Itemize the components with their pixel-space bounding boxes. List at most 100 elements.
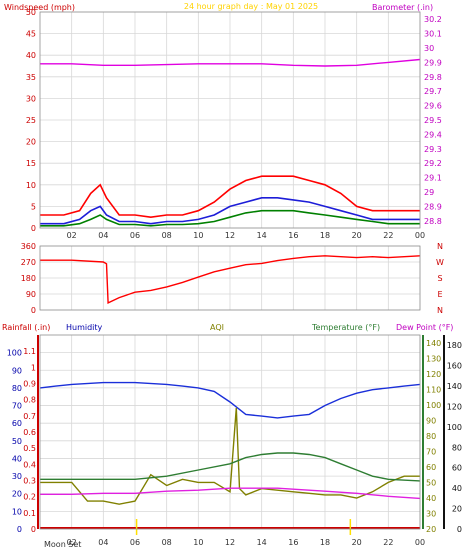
aqi-axis-label: AQI (210, 323, 224, 332)
temperature-axis-label: Temperature (°F) (311, 323, 380, 332)
tick-label: 28.9 (424, 202, 442, 211)
tick-label: 04 (98, 538, 108, 547)
compass-label: N (437, 242, 443, 251)
tick-label: 30 (12, 472, 22, 481)
tick-label: 0.4 (23, 460, 36, 469)
tick-label: 40 (12, 454, 22, 463)
tick-label: 0 (31, 306, 36, 315)
tick-label: 50 (26, 8, 36, 17)
tick-label: 0.1 (23, 509, 36, 518)
aqi-axis: 20 30 40 50 60 70 80 90 100 110 120 130 140 (422, 335, 441, 534)
tick-label: 180 (21, 274, 36, 283)
tick-label: 08 (162, 538, 172, 547)
climate-series (39, 381, 421, 535)
tick-label: 270 (21, 258, 36, 267)
tick-label: 80 (12, 384, 22, 393)
tick-label: 02 (67, 538, 77, 547)
series-line (40, 58, 421, 67)
tick-label: 29.5 (424, 116, 442, 125)
tick-label: 06 (130, 538, 140, 547)
tick-label: 100 (426, 401, 441, 410)
tick-label: 30.1 (424, 30, 442, 39)
tick-label: 20 (12, 490, 22, 499)
tick-label: 30 (426, 509, 436, 518)
tick-label: 70 (426, 447, 436, 456)
tick-label: 180 (447, 341, 462, 350)
tick-label: 0.3 (23, 477, 36, 486)
tick-label: 02 (67, 231, 77, 240)
climate-panel-grid (40, 335, 421, 530)
tick-label: 20 (26, 138, 36, 147)
tick-label: 29.3 (424, 145, 442, 154)
tick-label: 60 (426, 463, 436, 472)
chart-title: 24 hour graph day : May 01 2025 (184, 2, 318, 11)
tick-label: 22 (383, 231, 393, 240)
tick-label: 0.7 (23, 412, 36, 421)
rainfall-axis-label: Rainfall (.in) (2, 323, 50, 332)
series-line (39, 381, 421, 419)
tick-label: 20 (452, 505, 462, 514)
windspeed-axis: 0 5 10 15 20 25 30 35 40 45 50 (26, 8, 36, 233)
compass-label: S (437, 274, 442, 283)
tick-label: 0 (457, 525, 462, 534)
tick-label: 100 (447, 423, 462, 432)
tick-label: 20 (426, 525, 436, 534)
tick-label: 5 (31, 202, 36, 211)
dew-point-axis: 0 20 40 60 80 100 120 140 160 180 (443, 335, 462, 534)
tick-label: 130 (426, 354, 441, 363)
tick-label: 25 (26, 116, 36, 125)
series-line (40, 175, 420, 219)
direction-axis: 0 90 180 270 360 (21, 242, 36, 315)
tick-label: 08 (162, 231, 172, 240)
series-line (40, 407, 420, 505)
wind-series (40, 58, 421, 227)
tick-label: 40 (26, 51, 36, 60)
tick-label: 29 (424, 188, 434, 197)
tick-label: 120 (426, 370, 441, 379)
tick-label: 90 (26, 290, 36, 299)
tick-label: 40 (452, 484, 462, 493)
tick-label: 1 (31, 363, 36, 372)
windspeed-axis-label: Windspeed (mph) (4, 3, 75, 12)
tick-label: 29.7 (424, 87, 442, 96)
direction-panel-frame (39, 245, 421, 311)
tick-label: 04 (98, 231, 108, 240)
tick-label: 40 (426, 494, 436, 503)
tick-label: 100 (7, 349, 22, 358)
tick-label: 16 (288, 231, 298, 240)
wind-time-axis: 02 04 06 08 10 12 14 16 18 20 22 00 (67, 231, 426, 240)
direction-series (40, 255, 421, 304)
tick-label: 45 (26, 30, 36, 39)
tick-label: 18 (320, 538, 330, 547)
tick-label: 00 (415, 231, 425, 240)
tick-label: 50 (426, 478, 436, 487)
tick-label: 10 (26, 181, 36, 190)
tick-label: 0.6 (23, 428, 36, 437)
tick-label: 140 (426, 339, 441, 348)
tick-label: 0.8 (23, 396, 36, 405)
wind-panel-grid (40, 11, 421, 229)
dew-point-axis-label: Dew Point (°F) (396, 323, 453, 332)
tick-label: 29.9 (424, 58, 442, 67)
tick-label: 0.5 (23, 444, 36, 453)
barometer-axis: 28.8 28.9 29 29.1 29.2 29.3 29.4 29.5 29.6 29.7 29… (424, 15, 442, 226)
tick-label: 80 (452, 443, 462, 452)
tick-label: 110 (426, 385, 441, 394)
tick-label: 16 (288, 538, 298, 547)
series-line (40, 209, 420, 227)
tick-label: 120 (447, 402, 462, 411)
series-line (40, 452, 421, 482)
tick-label: 80 (426, 432, 436, 441)
tick-label: 18 (320, 231, 330, 240)
tick-label: 70 (12, 402, 22, 411)
tick-label: 0 (17, 525, 22, 534)
tick-label: 50 (12, 437, 22, 446)
humidity-axis: 0 10 20 30 40 50 60 70 80 90 100 (7, 349, 22, 534)
moon-set-label: Moon Set (44, 540, 81, 549)
tick-label: 0 (31, 224, 36, 233)
tick-label: 14 (257, 538, 267, 547)
series-line (40, 487, 421, 500)
tick-label: 15 (26, 159, 36, 168)
tick-label: 90 (426, 416, 436, 425)
